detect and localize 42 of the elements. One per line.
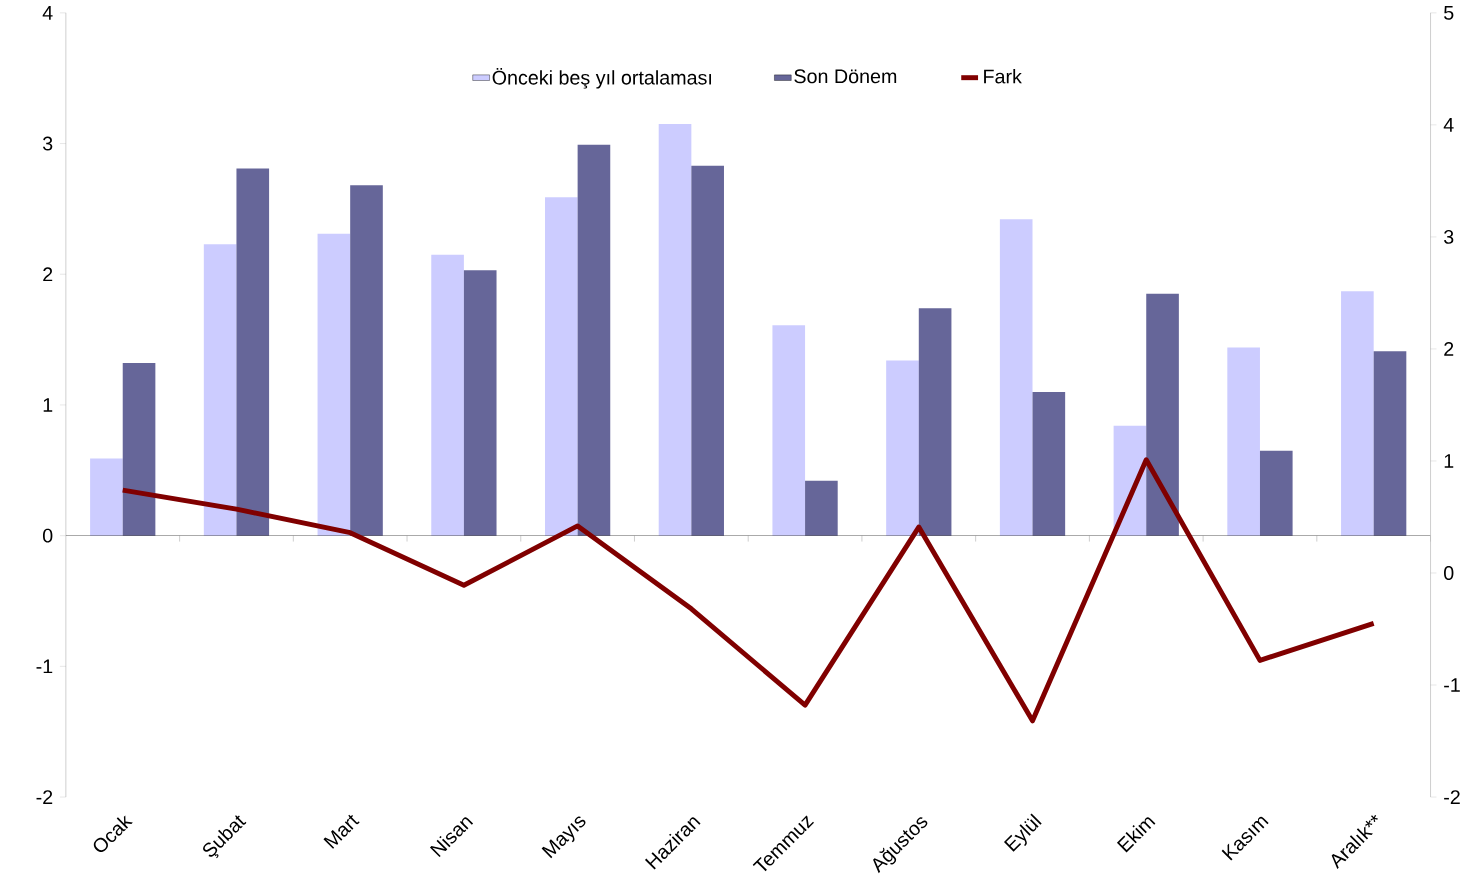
y2-tick-label: 5 — [1444, 5, 1454, 20]
y-tick-label: 4 — [42, 6, 53, 20]
y2-tick-label: 3 — [1444, 229, 1454, 244]
bar — [203, 244, 237, 536]
line-series — [120, 457, 1377, 724]
y2-tick-label: 4 — [1443, 118, 1454, 132]
bar — [122, 363, 156, 536]
y-tick-label: -2 — [36, 790, 53, 804]
bar — [691, 165, 724, 536]
bar — [918, 308, 952, 536]
bar — [90, 458, 123, 536]
bar — [1341, 291, 1374, 536]
bar — [317, 233, 351, 536]
bar — [236, 168, 270, 536]
bar — [1032, 391, 1066, 536]
bar — [463, 270, 497, 536]
bar — [1227, 347, 1260, 536]
bar — [1259, 450, 1293, 536]
bar — [431, 254, 464, 536]
bar — [805, 480, 838, 536]
y-tick-label: 1 — [43, 398, 53, 412]
y2-tick-label: 2 — [1444, 342, 1454, 356]
bar — [658, 123, 692, 536]
bar — [1146, 293, 1179, 536]
y2-tick-label: 1 — [1444, 454, 1454, 468]
y-tick-label: 3 — [42, 136, 53, 151]
y-tick-label: -1 — [36, 659, 53, 674]
bar — [544, 197, 578, 536]
bar — [1373, 351, 1407, 536]
y-tick-label: 2 — [43, 267, 53, 282]
legend-label: Son Dönem — [794, 69, 897, 84]
bar — [577, 144, 611, 536]
bar — [350, 185, 383, 536]
y2-tick-label: -1 — [1444, 678, 1460, 692]
legend-label: Fark — [984, 69, 1022, 84]
bar — [999, 219, 1033, 536]
y2-tick-label: 0 — [1444, 566, 1454, 580]
legend-label: Önceki beş yıl ortalaması — [492, 67, 712, 89]
bar — [886, 360, 919, 536]
y-tick-label: 0 — [42, 528, 53, 543]
y2-tick-label: -2 — [1444, 790, 1460, 804]
bar — [772, 325, 806, 536]
